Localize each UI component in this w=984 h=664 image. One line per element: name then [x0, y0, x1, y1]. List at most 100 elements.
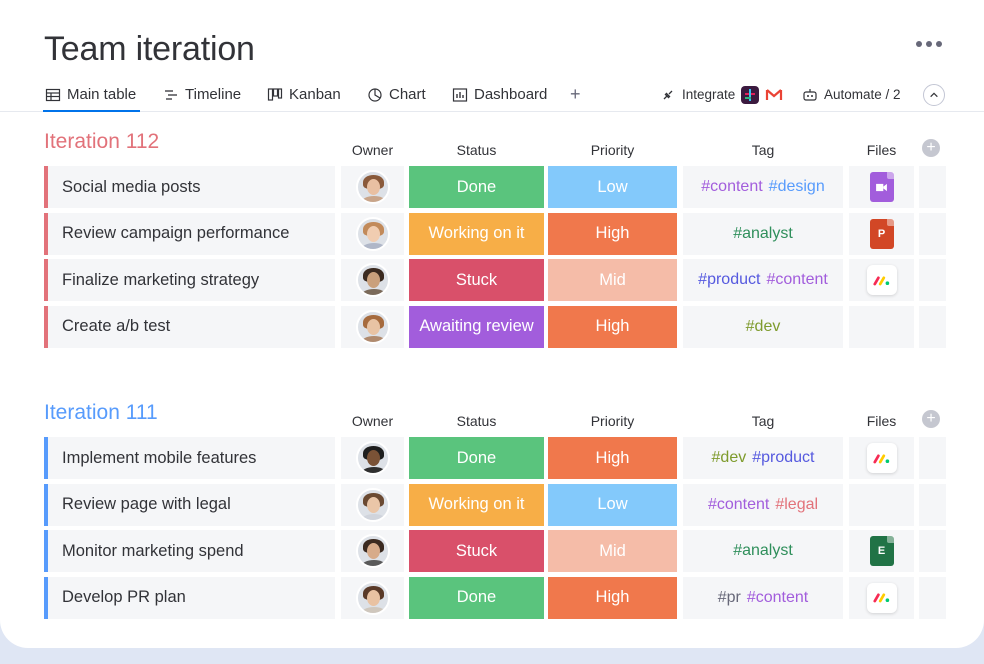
monday-logo-icon[interactable]: [866, 265, 897, 295]
files-cell[interactable]: [849, 576, 914, 619]
avatar[interactable]: [355, 309, 390, 344]
priority-label[interactable]: Mid: [548, 530, 677, 572]
owner-cell[interactable]: [341, 437, 404, 479]
tag-label[interactable]: #legal: [775, 495, 819, 513]
add-column-button[interactable]: +: [922, 139, 940, 157]
avatar[interactable]: [355, 216, 390, 251]
priority-label[interactable]: Low: [548, 483, 677, 526]
tag-label[interactable]: #content: [701, 178, 763, 195]
tag-label[interactable]: #content: [766, 271, 828, 288]
status-label[interactable]: Working on it: [409, 483, 544, 526]
automate-button[interactable]: Automate / 2: [802, 78, 901, 111]
owner-cell[interactable]: [341, 483, 404, 526]
files-cell[interactable]: [849, 305, 914, 348]
status-label[interactable]: Done: [409, 166, 544, 208]
avatar[interactable]: [355, 487, 390, 522]
priority-label[interactable]: High: [548, 212, 677, 255]
excel-file-icon[interactable]: E: [869, 536, 894, 566]
priority-label[interactable]: High: [548, 576, 677, 619]
integrate-button[interactable]: Integrate: [660, 78, 783, 111]
tag-label[interactable]: #dev: [711, 449, 747, 466]
avatar[interactable]: [355, 263, 390, 297]
item-name[interactable]: Review campaign performance: [44, 212, 335, 255]
files-cell[interactable]: [849, 166, 914, 208]
tag-cell[interactable]: #analyst: [683, 212, 843, 255]
tag-cell[interactable]: #dev: [683, 305, 843, 348]
files-cell[interactable]: P: [849, 212, 914, 255]
avatar[interactable]: [355, 534, 390, 568]
item-name[interactable]: Finalize marketing strategy: [44, 259, 335, 301]
add-column-button[interactable]: +: [922, 410, 940, 428]
owner-cell[interactable]: [341, 166, 404, 208]
avatar[interactable]: [355, 441, 390, 475]
tag-cell[interactable]: #content #legal: [683, 483, 843, 526]
owner-cell[interactable]: [341, 530, 404, 572]
tag-cell[interactable]: #analyst: [683, 530, 843, 572]
tag-cell[interactable]: #content #design: [683, 166, 843, 208]
tag-cell[interactable]: #product #content: [683, 259, 843, 301]
status-label[interactable]: Working on it: [409, 212, 544, 255]
item-name[interactable]: Monitor marketing spend: [44, 530, 335, 572]
item-name[interactable]: Implement mobile features: [44, 437, 335, 479]
priority-label[interactable]: High: [548, 305, 677, 348]
tag-cell[interactable]: #dev #product: [683, 437, 843, 479]
status-label[interactable]: Done: [409, 437, 544, 479]
tag-label[interactable]: #product: [698, 271, 761, 288]
item-name[interactable]: Create a/b test: [44, 305, 335, 348]
owner-cell[interactable]: [341, 259, 404, 301]
tag-cell[interactable]: #pr #content: [683, 576, 843, 619]
tag-label[interactable]: #pr: [717, 588, 741, 606]
video-file-icon[interactable]: [869, 172, 894, 202]
column-header-owner: Owner: [351, 142, 394, 158]
item-name[interactable]: Review page with legal: [44, 483, 335, 526]
owner-cell[interactable]: [341, 305, 404, 348]
tag-label[interactable]: #product: [752, 449, 815, 466]
powerpoint-file-icon[interactable]: P: [869, 218, 894, 249]
table-row[interactable]: Create a/b test Awaiting review High #dev: [44, 305, 946, 348]
group-title[interactable]: Iteration 111: [44, 401, 158, 424]
tab-timeline[interactable]: Timeline: [163, 78, 241, 111]
item-name[interactable]: Social media posts: [44, 166, 335, 208]
avatar[interactable]: [355, 170, 390, 204]
status-label[interactable]: Stuck: [409, 259, 544, 301]
owner-cell[interactable]: [341, 212, 404, 255]
files-cell[interactable]: [849, 483, 914, 526]
table-row[interactable]: Social media posts Done Low #content #design: [44, 166, 946, 208]
tag-label[interactable]: #design: [768, 178, 825, 195]
more-options-icon[interactable]: [912, 34, 946, 54]
table-row[interactable]: Finalize marketing strategy Stuck Mid #prod…: [44, 259, 946, 301]
avatar[interactable]: [355, 580, 390, 615]
item-name[interactable]: Develop PR plan: [44, 576, 335, 619]
tag-label[interactable]: #analyst: [733, 224, 793, 242]
monday-logo-icon[interactable]: [866, 443, 897, 473]
monday-logo-icon[interactable]: [866, 582, 897, 613]
tab-main-table[interactable]: Main table: [42, 78, 141, 112]
robot-icon: [803, 88, 817, 101]
group-iteration: Iteration 111 Owner Status Priority Tag Files…: [44, 401, 946, 631]
add-view-button[interactable]: +: [570, 84, 581, 104]
table-row[interactable]: Review campaign performance Working on it…: [44, 212, 946, 255]
tab-kanban[interactable]: Kanban: [267, 78, 341, 111]
priority-label[interactable]: Low: [548, 166, 677, 208]
files-cell[interactable]: [849, 259, 914, 301]
tag-label[interactable]: #dev: [745, 317, 781, 335]
table-row[interactable]: Review page with legal Working on it Low #c…: [44, 483, 946, 526]
tab-chart[interactable]: Chart: [367, 78, 426, 111]
priority-label[interactable]: Mid: [548, 259, 677, 301]
priority-label[interactable]: High: [548, 437, 677, 479]
status-label[interactable]: Stuck: [409, 530, 544, 572]
files-cell[interactable]: [849, 437, 914, 479]
table-row[interactable]: Monitor marketing spend Stuck Mid #analyst E: [44, 530, 946, 572]
tag-label[interactable]: #analyst: [733, 542, 793, 559]
tag-label[interactable]: #content: [746, 588, 809, 606]
table-row[interactable]: Develop PR plan Done High #pr #content: [44, 576, 946, 619]
table-row[interactable]: Implement mobile features Done High #dev #pr…: [44, 437, 946, 479]
files-cell[interactable]: E: [849, 530, 914, 572]
status-label[interactable]: Done: [409, 576, 544, 619]
tag-label[interactable]: #content: [707, 495, 770, 513]
owner-cell[interactable]: [341, 576, 404, 619]
collapse-button[interactable]: [923, 84, 945, 106]
tab-dashboard[interactable]: Dashboard: [452, 78, 547, 111]
status-label[interactable]: Awaiting review: [409, 305, 544, 348]
group-title[interactable]: Iteration 112: [44, 130, 160, 153]
